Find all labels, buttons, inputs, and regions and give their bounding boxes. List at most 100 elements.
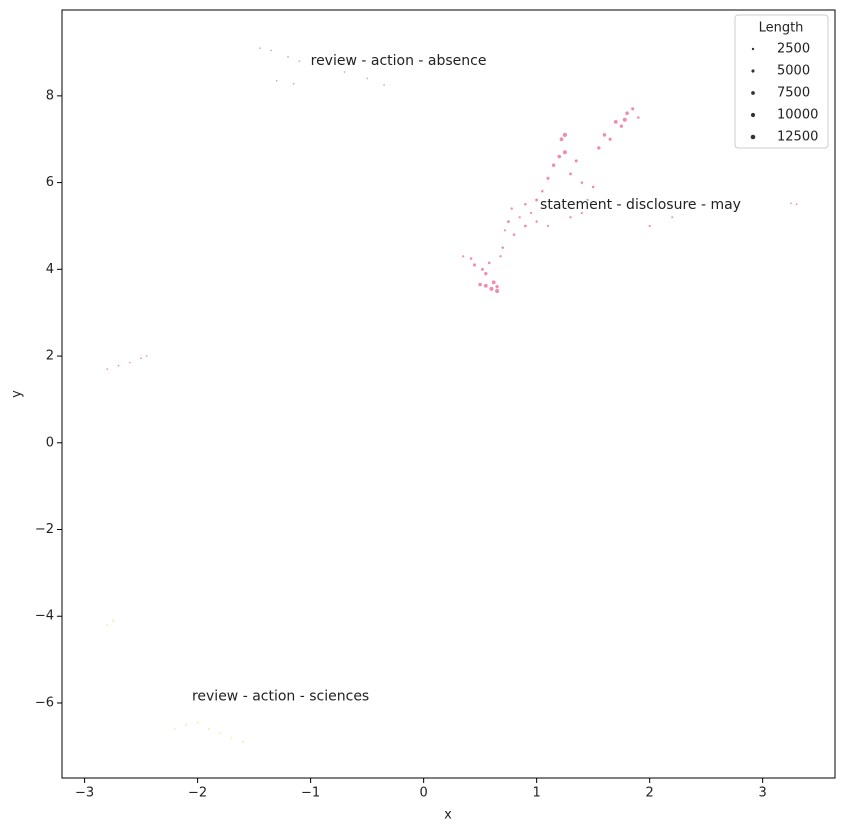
point [117,364,120,367]
point [478,282,482,287]
point [501,246,505,249]
point [462,255,465,258]
point [524,202,527,206]
point [637,116,640,119]
legend-box [734,14,829,149]
point [535,220,538,223]
point [613,119,618,124]
point [185,723,188,726]
point [145,355,148,357]
point [230,736,233,739]
point [523,224,527,228]
point [625,111,629,116]
y-tick-label: 8 [46,88,54,103]
point [287,55,289,58]
point [480,267,484,271]
point [546,176,550,180]
legend-label: 10000 [777,108,818,123]
y-tick-label: 6 [46,175,54,190]
legend-label: 5000 [777,64,810,79]
point [569,172,572,176]
annotation: statement - disclosure - may [540,197,741,213]
point [196,721,199,724]
x-tick-label: 0 [419,786,427,801]
y-tick-label: 4 [46,262,54,277]
point [503,229,507,232]
point [298,60,301,63]
y-tick-label: 2 [46,349,54,364]
point [506,220,510,224]
point [558,207,561,210]
point [608,137,612,141]
point [258,47,261,50]
point [602,133,607,137]
point [562,150,567,155]
point [518,216,521,219]
point [562,132,567,137]
point [631,107,635,111]
point [489,286,494,291]
point [472,263,477,267]
point [140,357,142,360]
annotation: review - action - sciences [192,688,369,704]
legend-marker [751,47,755,51]
point [586,198,589,202]
point [619,124,624,128]
point [622,117,627,122]
x-tick-label: 2 [646,786,654,801]
legend-marker [751,91,755,95]
x-axis-label: x [444,808,452,823]
point [557,154,562,159]
point [495,284,499,289]
point [106,624,109,626]
x-tick-label: −2 [188,786,207,801]
point [484,271,488,276]
y-axis-label: y [10,390,25,398]
x-tick-label: −3 [75,786,94,801]
point [591,185,595,189]
legend-label: 12500 [777,130,818,145]
x-tick-label: −1 [301,786,320,801]
point [366,77,368,80]
point [529,211,533,215]
legend-marker [750,112,756,118]
point [343,71,346,73]
point [174,728,176,730]
y-tick-label: −2 [35,522,54,537]
point [569,216,572,219]
point [111,619,114,622]
point [219,732,222,735]
point [790,202,792,205]
point [580,181,584,184]
y-tick-label: −4 [35,609,54,624]
point [580,211,583,215]
point [487,261,491,265]
legend-label: 2500 [777,42,810,57]
x-tick-label: 3 [759,786,767,801]
y-tick-label: −6 [35,695,54,710]
point [495,289,500,294]
point [483,283,488,288]
point [241,741,244,743]
point [106,368,109,370]
point [597,146,601,150]
point [648,224,651,228]
annotation: review - action - absence [311,53,487,69]
point [603,203,606,206]
point [383,84,385,86]
point [499,255,502,258]
point [292,82,295,85]
point [275,79,278,82]
plot-frame [61,9,836,779]
point [541,189,544,193]
point [510,207,513,210]
point [512,233,516,236]
legend-marker [750,134,756,140]
legend-label: 7500 [777,86,810,101]
point [795,203,798,206]
legend-marker [751,69,755,73]
y-tick-label: 0 [46,435,54,450]
point [469,257,473,260]
point [551,163,556,167]
